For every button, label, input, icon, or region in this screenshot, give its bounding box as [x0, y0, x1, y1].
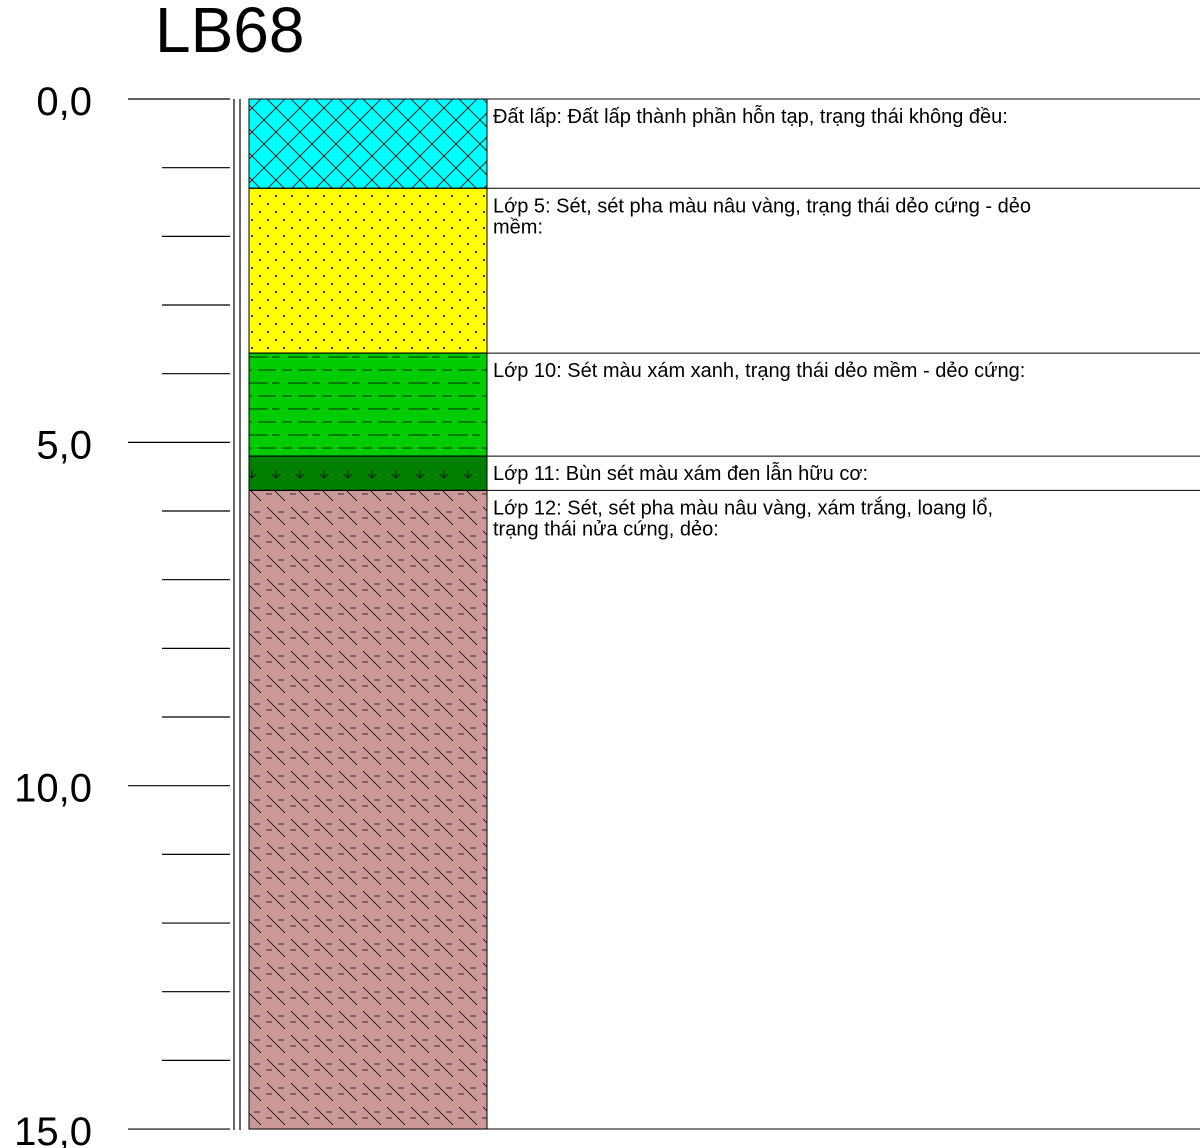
- layer-2-description: mềm:: [493, 216, 543, 238]
- layer-4-description: Lớp 11: Bùn sét màu xám đen lẫn hữu cơ:: [493, 462, 868, 485]
- depth-axis: [233, 99, 241, 1130]
- layer-1-description: Đất lấp: Đất lấp thành phần hỗn tạp, trạ…: [493, 105, 1008, 128]
- layer-5-fill: [248, 489, 488, 1130]
- layer-3-fill: [248, 352, 488, 457]
- depth-label: 5,0: [36, 423, 92, 467]
- layer-2-description: Lớp 5: Sét, sét pha màu nâu vàng, trạng …: [493, 195, 1031, 217]
- layer-5-description: Lớp 12: Sét, sét pha màu nâu vàng, xám t…: [493, 496, 993, 519]
- layer-2-fill: [248, 187, 488, 354]
- layer-descriptions: Đất lấp: Đất lấp thành phần hỗn tạp, trạ…: [493, 105, 1031, 540]
- depth-label: 15,0: [14, 1110, 92, 1148]
- depth-labels: 0,0 5,0 10,0 15,0: [14, 80, 92, 1148]
- layer-3-description: Lớp 10: Sét màu xám xanh, trạng thái dẻo…: [493, 360, 1025, 382]
- lithology-column: [248, 98, 488, 1130]
- depth-label: 0,0: [36, 80, 92, 124]
- layer-boundaries: [249, 98, 1200, 1130]
- depth-ticks: [128, 98, 230, 1130]
- borehole-title: LB68: [155, 0, 304, 66]
- depth-label: 10,0: [14, 767, 92, 811]
- layer-1-fill: [248, 98, 488, 189]
- layer-5-description: trạng thái nửa cứng, dẻo:: [493, 518, 719, 540]
- layer-4-fill: [248, 455, 488, 491]
